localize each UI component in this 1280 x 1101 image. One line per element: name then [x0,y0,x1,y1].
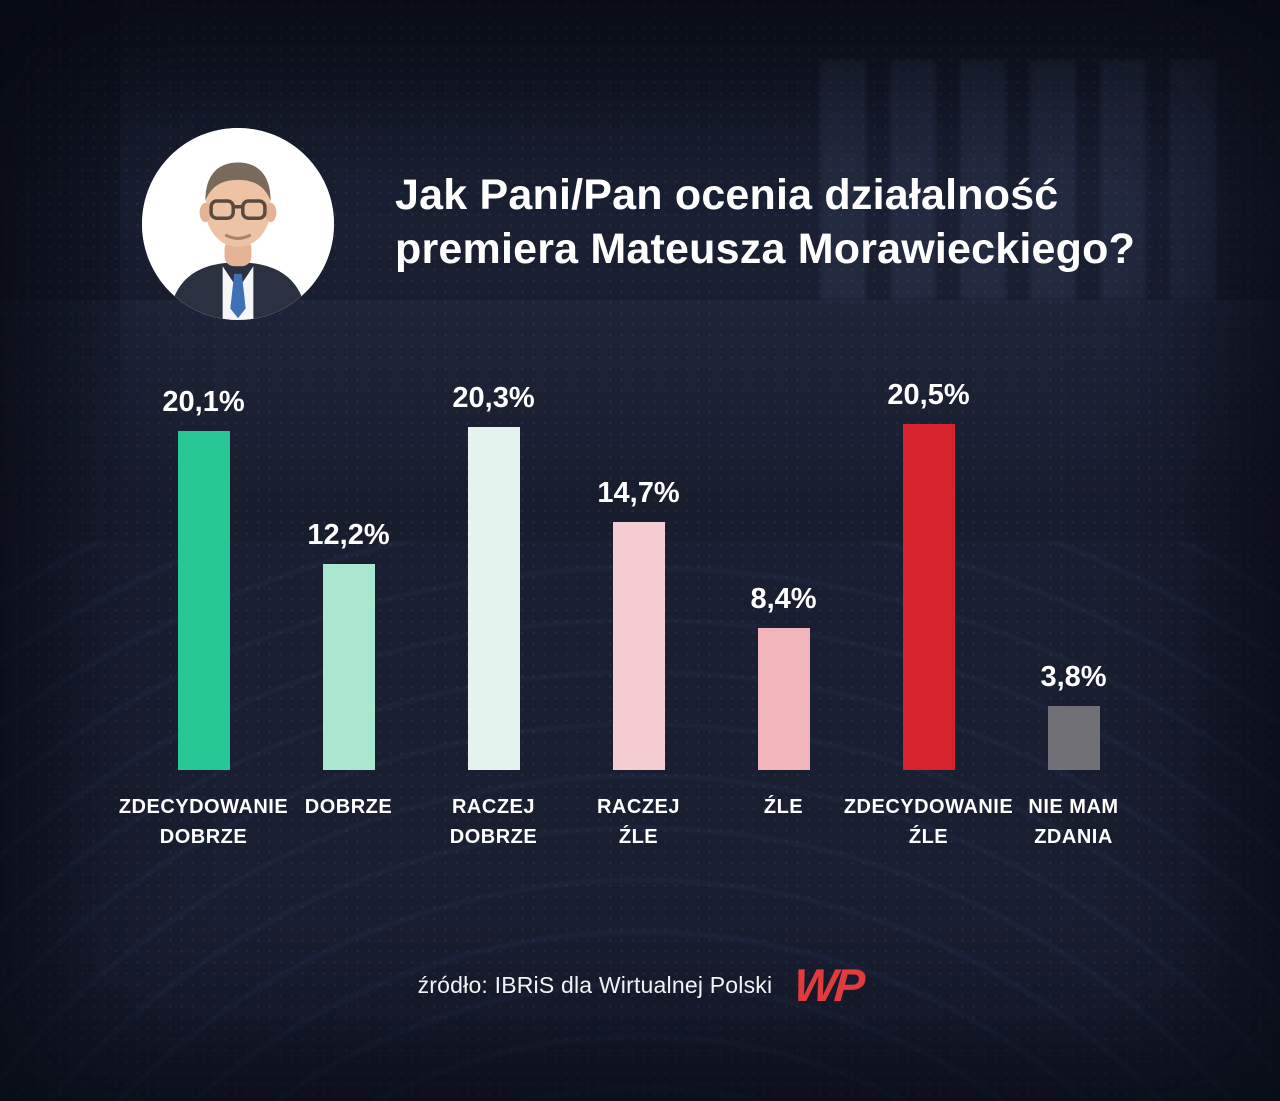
bar-group: 20,5% ZDECYDOWANIE ŹLE [844,379,1013,848]
bar-group: 20,1% ZDECYDOWANIE DOBRZE [119,386,288,848]
bar [757,628,810,770]
bar-group: 12,2% DOBRZE [276,519,421,818]
bar [1047,706,1100,770]
bar-value-label: 20,3% [452,382,535,414]
background-pillar [0,0,120,520]
wp-logo: WP [792,959,865,1011]
bar [612,522,665,770]
bar-value-label: 12,2% [307,519,390,551]
bar-value-label: 20,5% [887,379,970,411]
bar-group: 14,7% RACZEJ ŹLE [566,477,711,848]
bar-value-label: 8,4% [750,583,817,615]
bar-category-label: RACZEJ ŹLE [596,796,680,848]
bar-group: 3,8% NIE MAM ZDANIA [1001,661,1146,848]
bar-category-label: RACZEJ DOBRZE [449,796,538,848]
bar-group: 8,4% ŹLE [711,583,856,818]
bar-category-label: ŹLE [763,796,804,818]
bar-category-label: ZDECYDOWANIE DOBRZE [118,796,289,848]
page-title-line-1: Jak Pani/Pan ocenia działalność [395,171,1059,219]
bar-value-label: 20,1% [162,386,245,418]
bar-category-label: DOBRZE [304,796,393,818]
page-title-line-2: premiera Mateusza Morawieckiego? [395,225,1136,274]
bar [322,564,375,770]
source-credit: źródło: IBRiS dla Wirtualnej Polski [417,971,773,998]
footer: źródło: IBRiS dla Wirtualnej Polski WP [0,959,1280,1011]
bar [902,424,955,770]
page-title: Jak Pani/Pan ocenia działalność premiera… [395,168,1155,276]
bar-value-label: 3,8% [1040,661,1107,693]
portrait-illustration [142,128,334,320]
background-windows [820,60,1240,300]
bar-value-label: 14,7% [597,477,680,509]
bar [467,427,520,770]
bar-category-label: ZDECYDOWANIE ŹLE [843,796,1014,848]
bar-category-label: NIE MAM ZDANIA [1028,796,1119,848]
bar-group: 20,3% RACZEJ DOBRZE [421,382,566,848]
bar [177,431,230,770]
bar-chart: 20,1% ZDECYDOWANIE DOBRZE 12,2% DOBRZE 20,3% R… [119,0,1146,1101]
portrait-morawiecki [142,128,334,320]
